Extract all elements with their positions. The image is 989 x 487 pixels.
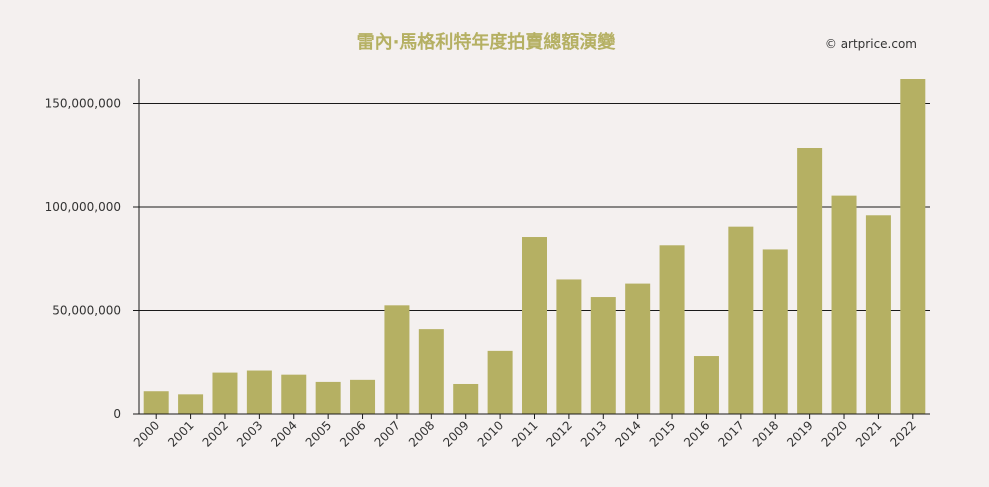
x-tick-label: 2008 — [406, 418, 437, 449]
x-tick-label: 2003 — [234, 418, 265, 449]
x-tick-label: 2017 — [715, 418, 746, 449]
bar — [350, 379, 376, 414]
bar — [384, 305, 410, 414]
x-tick-label: 2020 — [819, 418, 850, 449]
x-tick-label: 2004 — [268, 418, 299, 449]
y-tick-label: 150,000,000 — [45, 97, 121, 111]
bar — [900, 79, 926, 414]
x-tick-label: 2012 — [544, 418, 575, 449]
bar — [418, 329, 444, 414]
y-tick-label: 50,000,000 — [52, 304, 121, 318]
bar — [178, 394, 204, 414]
chart-title: 雷內·馬格利特年度拍賣總額演變 — [356, 32, 616, 53]
x-tick-label: 2015 — [647, 418, 678, 449]
bar — [797, 148, 823, 414]
x-tick-label: 2022 — [887, 418, 918, 449]
bar — [625, 283, 651, 414]
bar — [212, 372, 238, 414]
bar — [522, 237, 547, 414]
bar — [246, 370, 272, 414]
copyright-credit: © artprice.com — [824, 37, 917, 51]
bar — [693, 356, 719, 414]
x-tick-label: 2016 — [681, 418, 712, 449]
y-tick-label: 100,000,000 — [45, 200, 121, 214]
x-tick-label: 2002 — [200, 418, 231, 449]
x-tick-label: 2009 — [440, 418, 471, 449]
x-tick-label: 2001 — [165, 418, 196, 449]
bar — [143, 391, 169, 414]
x-tick-label: 2000 — [131, 418, 162, 449]
y-tick-label: 0 — [113, 407, 121, 421]
bar — [831, 195, 857, 414]
bar — [728, 226, 754, 414]
bar — [487, 350, 513, 414]
bar — [659, 245, 685, 414]
x-tick-label: 2018 — [750, 418, 781, 449]
bar — [590, 297, 616, 414]
x-tick-label: 2019 — [784, 418, 815, 449]
bar — [453, 383, 479, 414]
x-tick-label: 2005 — [303, 418, 334, 449]
x-tick-label: 2011 — [509, 418, 540, 449]
x-tick-label: 2010 — [475, 418, 506, 449]
x-tick-label: 2007 — [372, 418, 403, 449]
bar — [556, 279, 582, 414]
x-tick-label: 2013 — [578, 418, 609, 449]
x-tick-label: 2006 — [337, 418, 368, 449]
bar — [315, 381, 341, 414]
bar — [865, 215, 891, 414]
x-tick-label: 2021 — [853, 418, 884, 449]
bar — [762, 249, 788, 414]
x-tick-label: 2014 — [612, 418, 643, 449]
bar — [281, 374, 307, 414]
